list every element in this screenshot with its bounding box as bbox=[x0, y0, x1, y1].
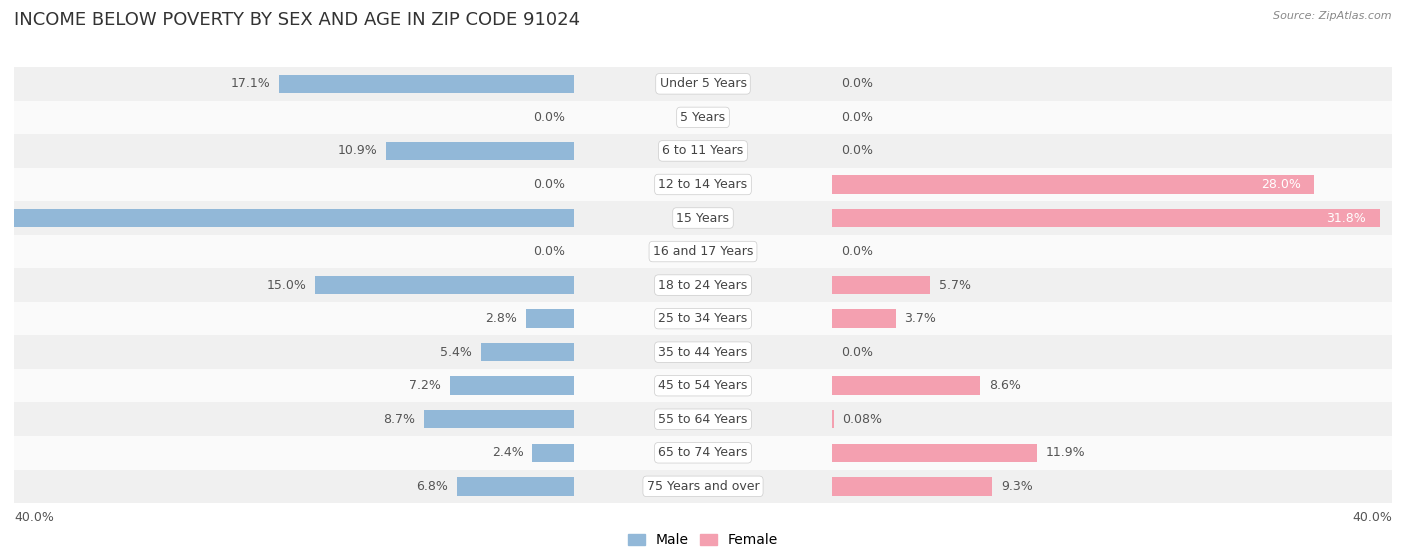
Text: 5.4%: 5.4% bbox=[440, 345, 472, 359]
Text: 0.0%: 0.0% bbox=[533, 178, 565, 191]
Text: 8.6%: 8.6% bbox=[988, 379, 1021, 392]
Text: 6.8%: 6.8% bbox=[416, 480, 449, 493]
Text: 12 to 14 Years: 12 to 14 Years bbox=[658, 178, 748, 191]
Text: 0.0%: 0.0% bbox=[841, 144, 873, 158]
Text: Source: ZipAtlas.com: Source: ZipAtlas.com bbox=[1274, 11, 1392, 21]
Text: 0.0%: 0.0% bbox=[533, 111, 565, 124]
Text: 16 and 17 Years: 16 and 17 Years bbox=[652, 245, 754, 258]
Text: 0.0%: 0.0% bbox=[841, 345, 873, 359]
FancyBboxPatch shape bbox=[14, 235, 1392, 268]
Text: 25 to 34 Years: 25 to 34 Years bbox=[658, 312, 748, 325]
FancyBboxPatch shape bbox=[14, 201, 1392, 235]
Text: 6 to 11 Years: 6 to 11 Years bbox=[662, 144, 744, 158]
FancyBboxPatch shape bbox=[14, 134, 1392, 168]
Text: 8.7%: 8.7% bbox=[384, 413, 415, 426]
Bar bbox=[315, 276, 574, 294]
FancyBboxPatch shape bbox=[14, 369, 1392, 402]
Text: 40.0%: 40.0% bbox=[1353, 511, 1392, 524]
Text: Under 5 Years: Under 5 Years bbox=[659, 77, 747, 91]
Bar bbox=[457, 477, 574, 496]
Text: INCOME BELOW POVERTY BY SEX AND AGE IN ZIP CODE 91024: INCOME BELOW POVERTY BY SEX AND AGE IN Z… bbox=[14, 11, 581, 29]
FancyBboxPatch shape bbox=[14, 101, 1392, 134]
Bar bbox=[832, 310, 896, 328]
Text: 11.9%: 11.9% bbox=[1046, 446, 1085, 459]
FancyBboxPatch shape bbox=[14, 436, 1392, 470]
Text: 5 Years: 5 Years bbox=[681, 111, 725, 124]
Bar bbox=[832, 276, 931, 294]
Bar bbox=[832, 175, 1315, 193]
Text: 0.0%: 0.0% bbox=[841, 77, 873, 91]
Bar bbox=[832, 444, 1038, 462]
Bar bbox=[526, 310, 574, 328]
FancyBboxPatch shape bbox=[14, 302, 1392, 335]
Text: 0.0%: 0.0% bbox=[533, 245, 565, 258]
Text: 3.7%: 3.7% bbox=[904, 312, 936, 325]
Text: 15.0%: 15.0% bbox=[267, 278, 307, 292]
Text: 0.0%: 0.0% bbox=[841, 245, 873, 258]
Bar bbox=[425, 410, 574, 428]
FancyBboxPatch shape bbox=[14, 402, 1392, 436]
Text: 0.08%: 0.08% bbox=[842, 413, 882, 426]
FancyBboxPatch shape bbox=[14, 168, 1392, 201]
Bar bbox=[832, 377, 980, 395]
Text: 40.0%: 40.0% bbox=[14, 511, 53, 524]
Bar bbox=[533, 444, 574, 462]
Text: 45 to 54 Years: 45 to 54 Years bbox=[658, 379, 748, 392]
Text: 2.4%: 2.4% bbox=[492, 446, 524, 459]
Text: 18 to 24 Years: 18 to 24 Years bbox=[658, 278, 748, 292]
FancyBboxPatch shape bbox=[14, 268, 1392, 302]
FancyBboxPatch shape bbox=[14, 67, 1392, 101]
Text: 65 to 74 Years: 65 to 74 Years bbox=[658, 446, 748, 459]
Text: 10.9%: 10.9% bbox=[337, 144, 377, 158]
FancyBboxPatch shape bbox=[14, 335, 1392, 369]
FancyBboxPatch shape bbox=[14, 470, 1392, 503]
Text: 0.0%: 0.0% bbox=[841, 111, 873, 124]
Bar bbox=[832, 209, 1379, 227]
Bar bbox=[280, 74, 574, 93]
Text: 75 Years and over: 75 Years and over bbox=[647, 480, 759, 493]
Bar bbox=[481, 343, 574, 361]
Bar bbox=[0, 209, 574, 227]
Legend: Male, Female: Male, Female bbox=[623, 528, 783, 553]
Text: 55 to 64 Years: 55 to 64 Years bbox=[658, 413, 748, 426]
Text: 15 Years: 15 Years bbox=[676, 211, 730, 225]
Text: 31.8%: 31.8% bbox=[1326, 211, 1367, 225]
Text: 2.8%: 2.8% bbox=[485, 312, 517, 325]
Text: 35 to 44 Years: 35 to 44 Years bbox=[658, 345, 748, 359]
Text: 5.7%: 5.7% bbox=[939, 278, 972, 292]
Text: 28.0%: 28.0% bbox=[1261, 178, 1301, 191]
Text: 9.3%: 9.3% bbox=[1001, 480, 1033, 493]
Text: 7.2%: 7.2% bbox=[409, 379, 441, 392]
Bar bbox=[450, 377, 574, 395]
Bar bbox=[832, 477, 993, 496]
Bar bbox=[387, 142, 574, 160]
Text: 17.1%: 17.1% bbox=[231, 77, 271, 91]
